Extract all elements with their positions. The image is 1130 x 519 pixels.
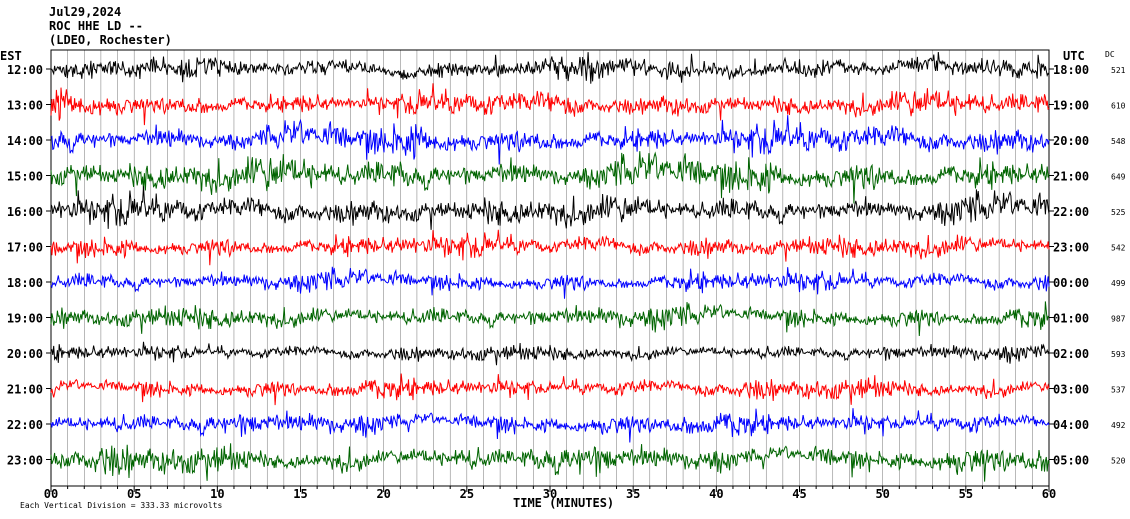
utc-hour-label: 02:00 [1053, 347, 1089, 361]
utc-hour-label: 23:00 [1053, 241, 1089, 255]
est-hour-label: 16:00 [7, 205, 43, 219]
dc-offset-label: 593 [1111, 350, 1126, 359]
dc-offset-label: 499 [1111, 279, 1126, 288]
est-hour-label: 12:00 [7, 63, 43, 77]
est-hour-label: 19:00 [7, 312, 43, 326]
utc-hour-label: 04:00 [1053, 418, 1089, 432]
est-hour-label: 21:00 [7, 383, 43, 397]
est-hour-label: 18:00 [7, 276, 43, 290]
x-tick-label: 30 [543, 487, 557, 501]
dc-offset-label: 548 [1111, 137, 1126, 146]
dc-title: DC [1105, 50, 1115, 59]
x-tick-label: 20 [376, 487, 390, 501]
x-tick-label: 45 [792, 487, 806, 501]
x-axis-label: TIME (MINUTES) [513, 496, 614, 510]
dc-offset-label: 521 [1111, 66, 1126, 75]
header-date: Jul29,2024 [49, 5, 122, 19]
footer-scale-note: Each Vertical Division = 333.33 microvol… [20, 501, 222, 510]
est-hour-label: 15:00 [7, 170, 43, 184]
seismic-trace [50, 83, 1050, 126]
x-tick-label: 50 [875, 487, 889, 501]
grid [46, 49, 1054, 492]
dc-offset-label: 610 [1111, 102, 1126, 111]
x-tick-label: 60 [1042, 487, 1056, 501]
est-hour-label: 20:00 [7, 347, 43, 361]
dc-offset-label: 987 [1111, 315, 1126, 324]
seismic-trace [50, 151, 1050, 204]
dc-offset-label: 520 [1111, 457, 1126, 466]
utc-hour-label: 01:00 [1053, 312, 1089, 326]
est-hour-label: 17:00 [7, 241, 43, 255]
seismic-trace [50, 443, 1050, 482]
traces [50, 51, 1050, 482]
seismic-trace [50, 373, 1050, 406]
dc-offset-label: 537 [1111, 386, 1126, 395]
right-axis-title: UTC [1063, 49, 1085, 63]
seismic-trace [50, 341, 1050, 366]
x-tick-label: 10 [210, 487, 224, 501]
utc-hour-label: 05:00 [1053, 454, 1089, 468]
x-tick-label: 00 [44, 487, 58, 501]
utc-hour-label: 18:00 [1053, 63, 1089, 77]
seismic-trace [50, 301, 1050, 337]
x-tick-label: 25 [460, 487, 474, 501]
utc-hour-label: 21:00 [1053, 170, 1089, 184]
dc-offset-label: 525 [1111, 208, 1126, 217]
seismic-trace [51, 51, 1050, 84]
x-tick-label: 15 [293, 487, 307, 501]
x-tick-label: 35 [626, 487, 640, 501]
left-axis-title: EST [0, 49, 22, 63]
est-hour-label: 14:00 [7, 134, 43, 148]
seismic-trace [50, 186, 1050, 230]
est-hour-label: 23:00 [7, 454, 43, 468]
seismic-trace [50, 115, 1050, 165]
utc-hour-label: 19:00 [1053, 99, 1089, 113]
utc-hour-label: 22:00 [1053, 205, 1089, 219]
seismic-trace [50, 266, 1050, 299]
utc-hour-label: 03:00 [1053, 383, 1089, 397]
utc-hour-label: 20:00 [1053, 134, 1089, 148]
labels: 00 05 10 15 20 25 30 35 40 45 50 55 60 12:00 18:00 521 1… [7, 63, 1126, 501]
header-station: ROC HHE LD -- [49, 19, 143, 33]
seismic-trace [50, 229, 1050, 266]
est-hour-label: 13:00 [7, 99, 43, 113]
seismic-trace [50, 408, 1050, 443]
est-hour-label: 22:00 [7, 418, 43, 432]
x-tick-label: 40 [709, 487, 723, 501]
x-tick-label: 55 [959, 487, 973, 501]
utc-hour-label: 00:00 [1053, 276, 1089, 290]
header-location: (LDEO, Rochester) [49, 33, 172, 47]
x-tick-label: 05 [127, 487, 141, 501]
dc-offset-label: 492 [1111, 421, 1126, 430]
dc-offset-label: 649 [1111, 173, 1126, 182]
dc-offset-label: 542 [1111, 244, 1126, 253]
